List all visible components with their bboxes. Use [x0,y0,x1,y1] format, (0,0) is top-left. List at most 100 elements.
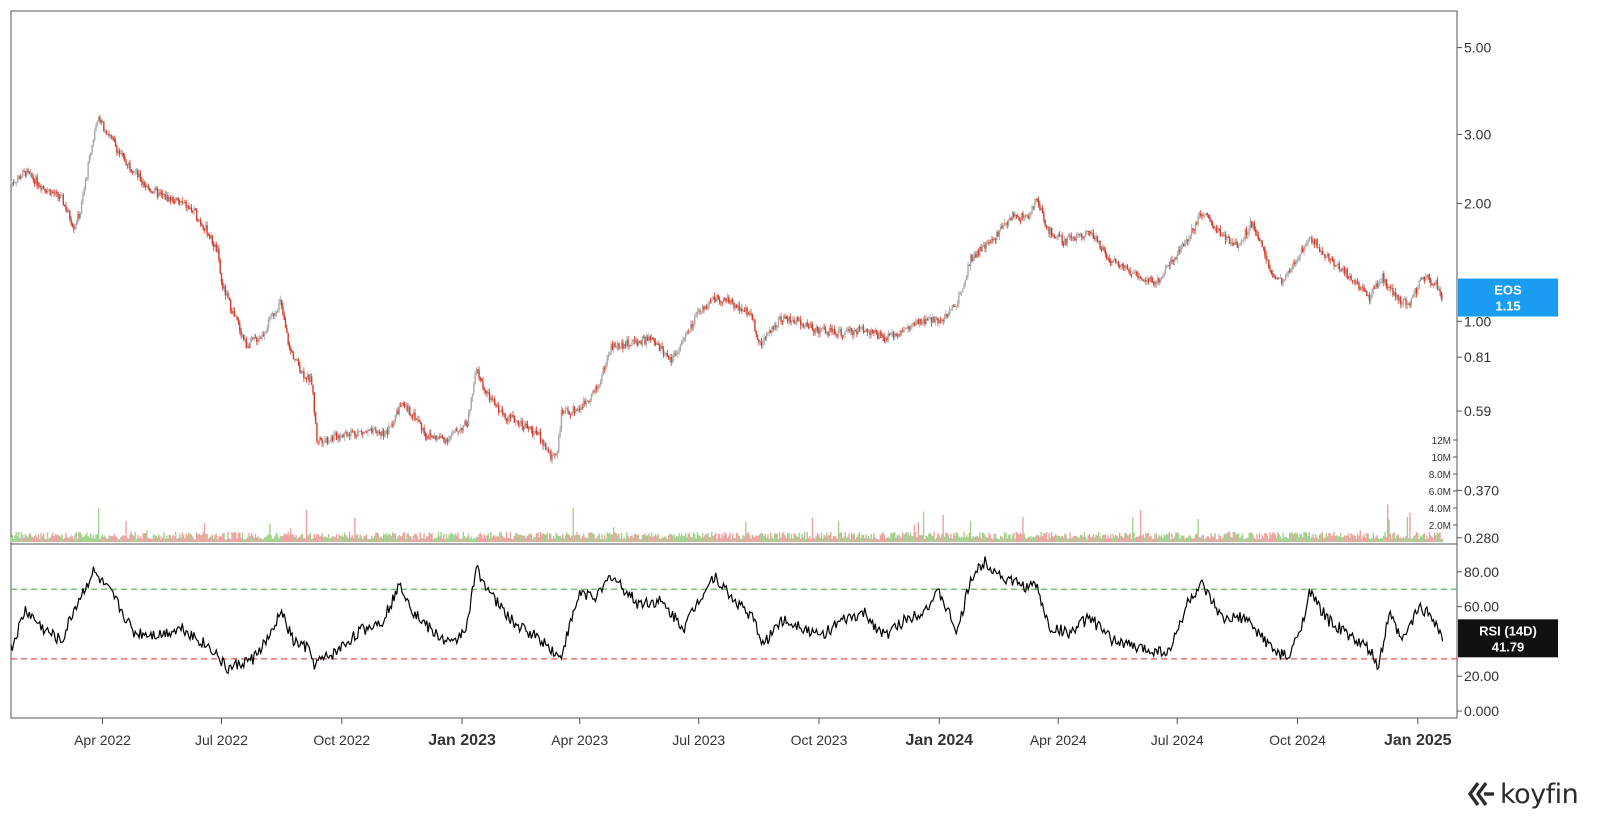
volume-bar [103,536,105,542]
candle-body [760,341,763,346]
candle-body [928,318,930,320]
candle-body [1172,260,1174,262]
volume-bar [130,531,132,542]
candle-body [935,317,938,321]
volume-bar [731,533,734,542]
candle-body [292,352,295,360]
candle-body [1044,219,1046,226]
volume-bar [796,535,798,542]
candle-body [831,328,833,333]
volume-bar [735,532,738,542]
candle-body [471,393,474,398]
candle-body [216,248,219,252]
candle-body [44,188,46,191]
candle-body [892,332,895,338]
candle-body [389,426,391,428]
candle-body [325,437,327,441]
candle-body [405,405,407,407]
volume-bar [814,538,816,542]
candle-body [796,317,798,324]
volume-bar [325,537,327,542]
candle-body [478,370,480,379]
candle-body [626,339,628,347]
candle-body [900,330,903,335]
candle-body [177,198,180,201]
candle-body [1027,215,1029,219]
candle-body [1273,274,1275,277]
volume-bar [436,536,438,542]
candle-body [1073,237,1075,240]
candle-body [1202,214,1205,217]
candle-body [439,436,441,438]
candle-body [813,329,815,332]
candle-body [1277,277,1279,279]
candle-body [911,325,913,329]
volume-bar [328,533,330,542]
candle-body [1223,234,1225,236]
volume-bar [1067,538,1070,542]
candle-body [1047,227,1049,228]
volume-bar [517,534,519,542]
candle-body [524,423,526,430]
volume-bar [758,535,760,542]
volume-bar [904,533,906,542]
volume-bar [262,539,265,542]
candle-body [235,315,237,317]
volume-tick-label: 6.0M [1429,487,1451,498]
volume-bar [1350,533,1352,542]
candle-body [322,442,325,444]
volume-bar [161,537,164,542]
volume-bar [1206,536,1208,542]
date-tick-label: Oct 2024 [1269,732,1326,748]
volume-bar [1002,538,1005,542]
candle-body [274,313,276,316]
volume-bar [1015,531,1018,542]
candle-body [167,194,169,202]
rsi-badge [1458,619,1558,658]
volume-bar [1066,538,1069,542]
volume-bar [874,537,876,542]
candle-body [1230,242,1232,244]
volume-bar [755,535,757,542]
volume-bar [1013,532,1015,542]
candle-body [1235,241,1237,244]
volume-bar [632,537,635,542]
volume-bar [682,535,684,542]
candle-body [985,242,988,249]
volume-bar [1152,538,1155,542]
volume-bar [613,527,615,542]
candle-body [307,374,309,380]
volume-bar [16,536,19,542]
volume-bar [984,534,986,542]
candle-body [881,333,883,336]
candle-body [560,410,563,430]
volume-bar [511,538,513,542]
volume-bar [42,533,45,542]
candle-body [194,208,197,211]
candle-body [1107,257,1109,259]
volume-bar [806,531,808,542]
volume-bar [628,538,631,542]
volume-bar [713,535,716,542]
volume-bar [1398,537,1401,542]
volume-bar [507,537,509,542]
volume-bar [333,536,335,542]
volume-bar [1295,533,1297,542]
volume-bar [343,532,346,542]
volume-bar [241,532,244,542]
volume-bar [912,536,914,542]
candle-body [782,316,785,323]
candle-body [1312,240,1314,243]
candle-body [683,338,686,341]
candle-body [409,406,411,415]
candle-body [890,332,892,336]
volume-bar [1213,536,1215,542]
candle-body [74,225,76,230]
candle-body [450,434,453,436]
candle-body [127,162,130,165]
candle-body [741,308,743,312]
candle-body [1143,280,1146,281]
candle-body [1139,276,1142,279]
candle-body [1142,279,1144,281]
volume-bar [1188,535,1190,542]
